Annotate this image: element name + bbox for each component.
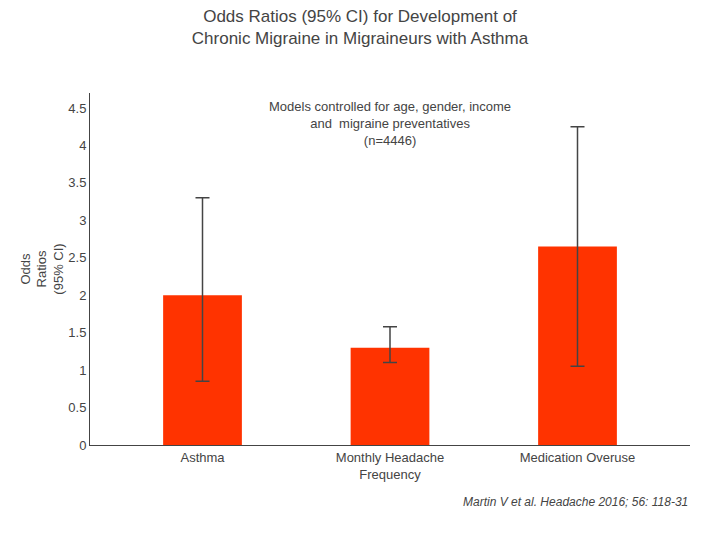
svg-text:4.5: 4.5 bbox=[68, 101, 86, 116]
svg-text:1.5: 1.5 bbox=[68, 325, 86, 340]
svg-text:Medication Overuse: Medication Overuse bbox=[520, 450, 636, 465]
svg-text:1: 1 bbox=[79, 363, 86, 378]
svg-text:3.5: 3.5 bbox=[68, 175, 86, 190]
svg-text:4: 4 bbox=[79, 138, 86, 153]
svg-text:0.5: 0.5 bbox=[68, 400, 86, 415]
svg-text:Odds Ratios (95% CI) for Devel: Odds Ratios (95% CI) for Development ofC… bbox=[192, 7, 529, 48]
svg-text:OddsRatios(95% CI): OddsRatios(95% CI) bbox=[18, 243, 67, 294]
svg-text:2.5: 2.5 bbox=[68, 250, 86, 265]
svg-text:Martin V et al. Headache 2016;: Martin V et al. Headache 2016; 56: 118-3… bbox=[463, 495, 688, 509]
svg-text:Asthma: Asthma bbox=[180, 450, 225, 465]
svg-text:Monthly HeadacheFrequency: Monthly HeadacheFrequency bbox=[336, 450, 444, 482]
svg-text:2: 2 bbox=[79, 288, 86, 303]
svg-text:Models controlled for age, gen: Models controlled for age, gender, incom… bbox=[269, 99, 511, 148]
svg-text:0: 0 bbox=[79, 438, 86, 453]
svg-text:3: 3 bbox=[79, 213, 86, 228]
